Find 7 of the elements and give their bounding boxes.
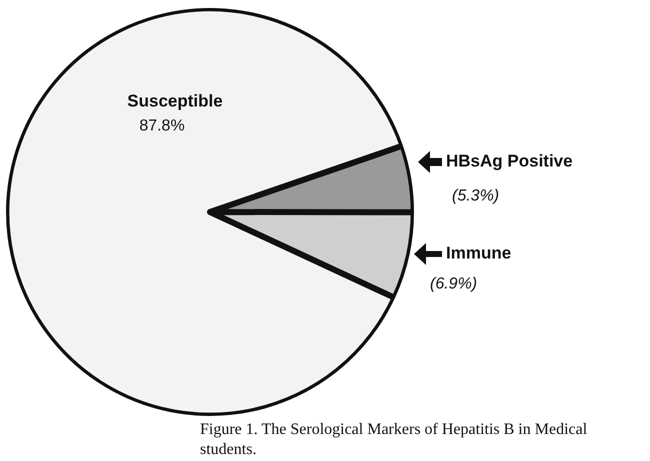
slice-label: Immune [446, 244, 512, 263]
slice-label: HBsAg Positive [446, 152, 573, 171]
data-label: 87.8% [139, 117, 185, 134]
text: Figure 1. The Serological Markers of Hepatitis B in Medical students. [200, 420, 588, 460]
slice-label: Susceptible [127, 92, 223, 111]
data-label: (6.9%) [430, 275, 478, 292]
data-label: (5.3%) [452, 187, 500, 204]
